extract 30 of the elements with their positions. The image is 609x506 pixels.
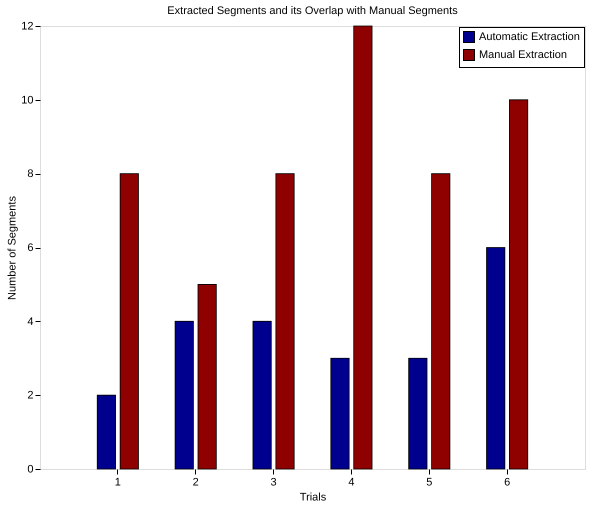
y-tick-label: 6 [27,242,34,254]
x-tick-label: 4 [348,476,354,488]
bar [431,173,450,470]
bar [509,99,528,470]
bar [330,358,350,470]
bar [408,358,428,470]
bar [275,173,295,470]
bar [120,173,139,470]
legend-label: Automatic Extraction [479,31,580,43]
legend-label: Manual Extraction [479,49,568,61]
bar [96,394,116,470]
y-tick-label: 0 [27,464,34,476]
x-tick-label: 5 [426,476,432,488]
x-tick-label: 1 [114,476,121,488]
y-tick-label: 12 [21,20,34,32]
bar [353,26,372,470]
y-tick-label: 4 [27,316,34,328]
y-axis-title: Number of Segments [6,196,18,300]
y-tick-label: 8 [27,168,34,180]
x-tick-label: 3 [270,476,277,488]
bar [198,284,217,470]
chart-title: Extracted Segments and its Overlap with Manual Segments [167,5,458,17]
bar [486,247,506,470]
x-tick-label: 2 [192,476,199,488]
y-tick-label: 2 [27,390,34,402]
bar [174,320,194,470]
bar [252,320,272,470]
x-tick-label: 6 [504,476,510,488]
x-axis-title: Trials [300,492,327,504]
y-tick-label: 10 [21,94,34,106]
